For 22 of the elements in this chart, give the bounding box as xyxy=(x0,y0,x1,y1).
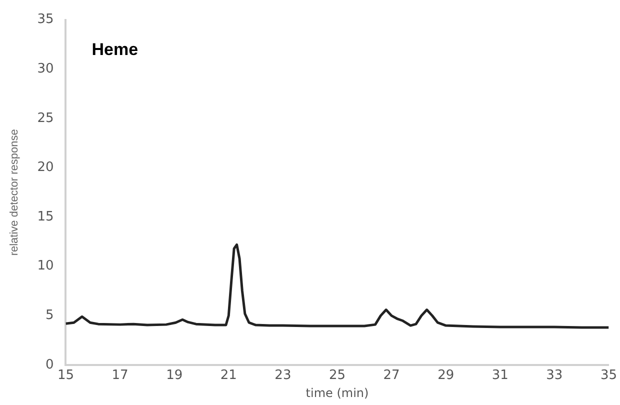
y-tick-label: 15 xyxy=(37,209,54,224)
x-tick-label: 15 xyxy=(57,368,74,384)
x-tick-label: 17 xyxy=(112,368,128,384)
x-axis-title: time (min) xyxy=(306,386,369,400)
x-tick-label: 21 xyxy=(220,368,237,384)
y-tick-label: 30 xyxy=(37,61,54,76)
x-tick-label: 27 xyxy=(383,368,400,384)
y-tick-label: 10 xyxy=(37,258,54,274)
y-tick-label: 35 xyxy=(37,12,54,28)
x-tick-label: 35 xyxy=(600,368,617,384)
x-tick-label: 25 xyxy=(328,368,346,384)
x-tick-label: 31 xyxy=(492,368,508,384)
x-tick-label: 19 xyxy=(166,368,183,384)
text: Heme xyxy=(92,40,138,59)
y-tick-label: 25 xyxy=(37,110,54,126)
x-tick-label: 29 xyxy=(438,368,454,384)
x-tick-label: 33 xyxy=(546,368,563,384)
y-tick-label: 0 xyxy=(45,357,54,372)
x-tick-label: 23 xyxy=(274,368,292,384)
y-axis-title: relative detector response xyxy=(8,129,21,256)
y-tick-label: 20 xyxy=(37,160,54,176)
y-tick-label: 5 xyxy=(45,308,54,324)
